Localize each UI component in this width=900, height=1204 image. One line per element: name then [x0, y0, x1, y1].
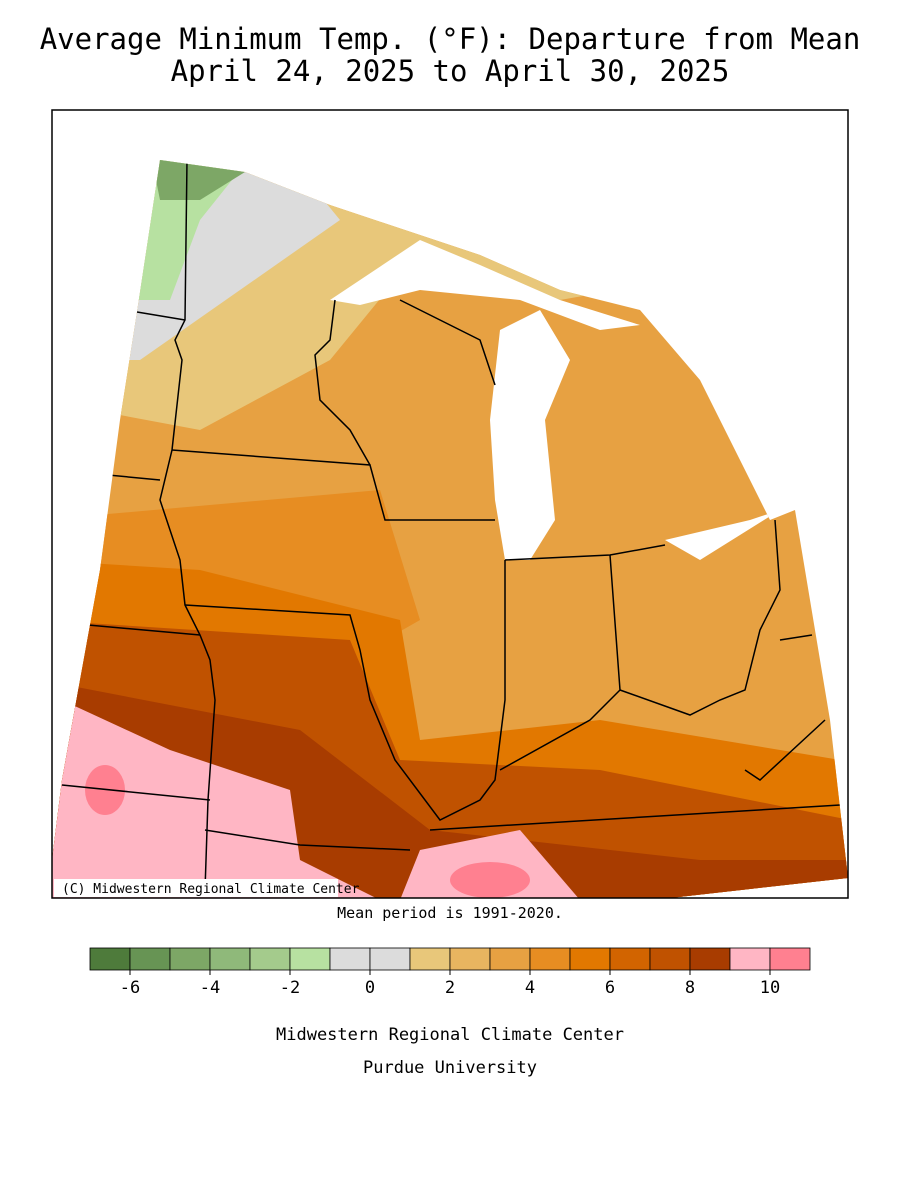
legend-tick-label: -4 — [200, 978, 220, 998]
title: Average Minimum Temp. (°F): Departure fr… — [40, 22, 861, 56]
footer-line: Midwestern Regional Climate Center — [276, 1025, 624, 1045]
legend-swatch — [129, 947, 171, 971]
subtitle: April 24, 2025 to April 30, 2025 — [171, 54, 730, 88]
legend-tick-label: 4 — [525, 978, 535, 998]
legend-tick-label: -6 — [120, 978, 140, 998]
map-frame — [51, 109, 849, 899]
credit-box — [54, 879, 338, 897]
legend-swatch — [249, 947, 291, 971]
legend-tick-label: 8 — [685, 978, 695, 998]
legend-swatch — [409, 947, 451, 971]
legend-swatch — [529, 947, 571, 971]
legend-swatch — [649, 947, 691, 971]
legend-swatch — [729, 947, 771, 971]
map-credit: (C) Midwestern Regional Climate Center — [62, 882, 360, 897]
legend-swatch — [449, 947, 491, 971]
legend-swatch — [369, 947, 411, 971]
footer-line: Purdue University — [363, 1058, 537, 1078]
legend-swatch — [209, 947, 251, 971]
legend-swatch — [89, 947, 131, 971]
legend-tick-label: 0 — [365, 978, 375, 998]
legend-tick-label: 6 — [605, 978, 615, 998]
legend-swatch — [289, 947, 331, 971]
legend-swatch — [609, 947, 651, 971]
legend: -6 -4 -2 0 2 4 6 8 10 — [89, 947, 811, 998]
legend-tick-label: 2 — [445, 978, 455, 998]
legend-swatch — [769, 947, 811, 971]
mean-period-note: Mean period is 1991-2020. — [337, 904, 563, 922]
legend-swatch — [169, 947, 211, 971]
legend-swatch — [329, 947, 371, 971]
map — [52, 160, 848, 898]
legend-swatch — [689, 947, 731, 971]
legend-tick-label: 10 — [760, 978, 780, 998]
legend-swatch — [569, 947, 611, 971]
legend-swatch — [489, 947, 531, 971]
legend-tick-label: -2 — [280, 978, 300, 998]
